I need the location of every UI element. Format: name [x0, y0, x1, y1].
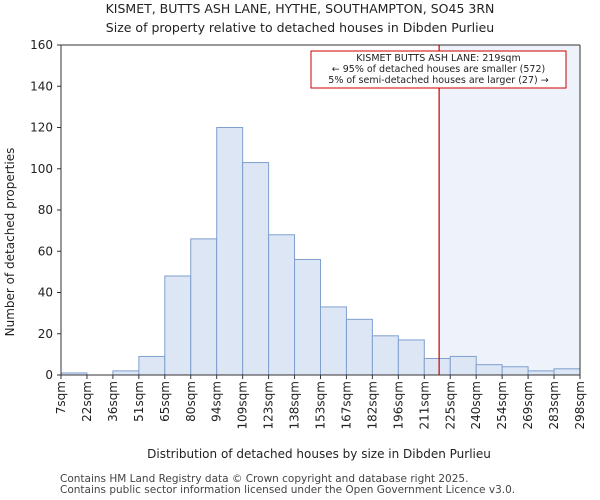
- histogram-bar: [501, 366, 529, 376]
- x-tick-label: 298sqm: [573, 381, 587, 429]
- x-tick-label: 182sqm: [365, 381, 379, 429]
- histogram-bar: [164, 275, 192, 376]
- annotation-line: ← 95% of detached houses are smaller (57…: [332, 64, 545, 75]
- y-axis-label: Number of detached properties: [3, 148, 17, 337]
- histogram-bar: [242, 162, 270, 376]
- histogram-bar: [294, 259, 321, 376]
- x-tick-label: 138sqm: [288, 381, 302, 429]
- x-tick-label: 94sqm: [210, 381, 224, 422]
- histogram-bar: [423, 358, 451, 376]
- histogram-bar: [553, 368, 581, 376]
- annotation-line: 5% of semi-detached houses are larger (2…: [328, 75, 548, 86]
- histogram-bar: [397, 339, 425, 376]
- x-tick-label: 240sqm: [469, 381, 483, 429]
- x-tick-label: 269sqm: [521, 381, 535, 429]
- histogram-bar: [527, 370, 555, 376]
- x-tick-label: 196sqm: [391, 381, 405, 429]
- y-tick-label: 80: [38, 203, 53, 217]
- footer-copyright: Contains HM Land Registry data © Crown c…: [60, 473, 469, 485]
- x-tick-label: 51sqm: [132, 381, 146, 422]
- histogram-bar: [112, 370, 140, 376]
- x-tick-label: 109sqm: [236, 381, 250, 429]
- histogram-bar: [138, 355, 166, 376]
- x-tick-label: 123sqm: [262, 381, 276, 429]
- footer-licence: Contains public sector information licen…: [60, 484, 516, 496]
- histogram-bar: [475, 364, 503, 376]
- x-tick-label: 22sqm: [80, 381, 94, 422]
- histogram-bar: [216, 127, 244, 376]
- x-tick-label: 65sqm: [158, 381, 172, 422]
- histogram-bar: [320, 306, 347, 376]
- histogram-bar: [268, 234, 296, 376]
- histogram-bar: [449, 355, 477, 376]
- histogram-bar: [371, 335, 399, 376]
- y-tick-label: 140: [30, 79, 53, 93]
- y-tick-label: 120: [30, 121, 53, 135]
- y-tick-label: 0: [45, 368, 53, 382]
- x-tick-label: 211sqm: [417, 381, 431, 429]
- chart-title: KISMET, BUTTS ASH LANE, HYTHE, SOUTHAMPT…: [105, 1, 495, 16]
- x-tick-label: 36sqm: [106, 381, 120, 422]
- chart-subtitle: Size of property relative to detached ho…: [105, 20, 495, 35]
- y-tick-label: 60: [38, 244, 53, 258]
- annotation-box: [310, 50, 567, 89]
- histogram-bar: [345, 318, 373, 376]
- x-tick-label: 283sqm: [547, 381, 561, 429]
- x-tick-label: 7sqm: [54, 381, 68, 414]
- x-axis-label: Distribution of detached houses by size …: [147, 447, 491, 461]
- y-tick-label: 160: [30, 38, 53, 52]
- x-tick-label: 167sqm: [339, 381, 353, 429]
- x-tick-label: 225sqm: [443, 381, 457, 429]
- x-tick-label: 254sqm: [495, 381, 509, 429]
- histogram-bar: [190, 238, 218, 376]
- highlight-region: [439, 45, 580, 375]
- x-tick-label: 80sqm: [184, 381, 198, 422]
- y-tick-label: 20: [38, 327, 53, 341]
- annotation-line: KISMET BUTTS ASH LANE: 219sqm: [356, 53, 520, 64]
- x-tick-label: 153sqm: [314, 381, 328, 429]
- y-tick-label: 40: [38, 286, 53, 300]
- y-tick-label: 100: [30, 162, 53, 176]
